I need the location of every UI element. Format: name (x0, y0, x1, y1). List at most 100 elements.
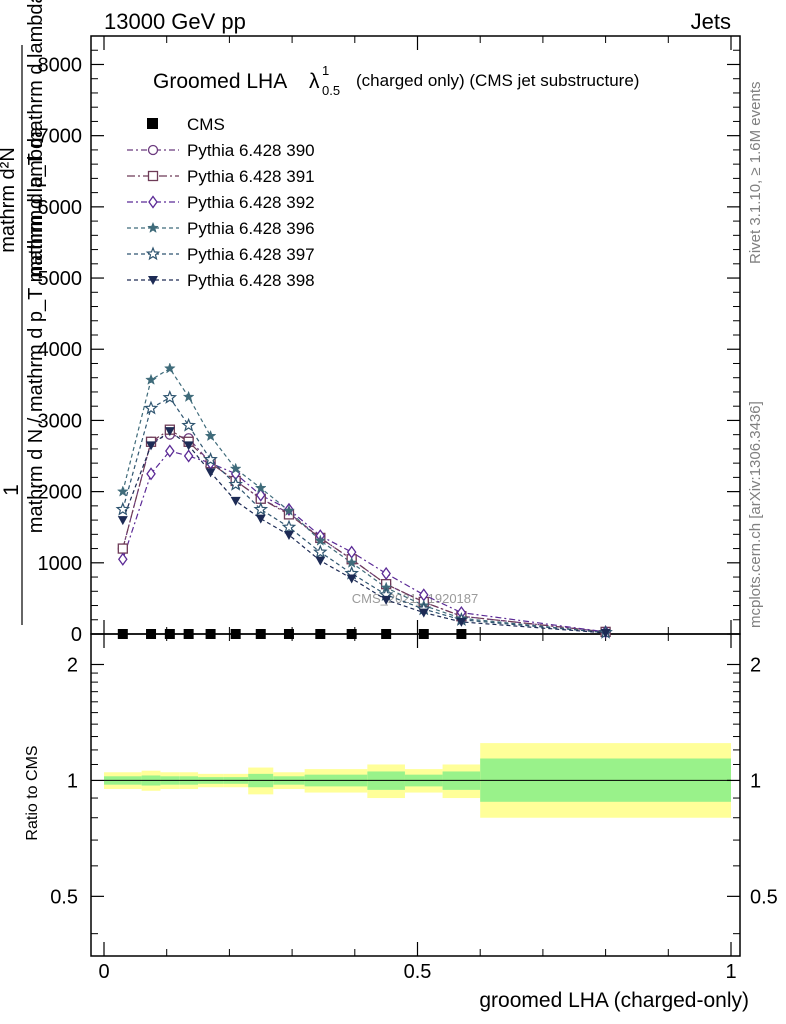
series-6-point (456, 617, 467, 627)
legend-marker (147, 170, 159, 182)
main-y-tick-label: 8000 (38, 54, 83, 76)
legend: CMS Pythia 6.428 390 Pythia 6.428 391 Pyth… (127, 115, 315, 290)
series-4-point (204, 429, 217, 442)
series-4-point (182, 390, 195, 403)
series-6-point (146, 441, 157, 451)
series-6-point (117, 516, 128, 526)
cms-data-point (146, 629, 157, 639)
series-6-point (315, 556, 326, 566)
ratio-y-tick-label-right: 1 (750, 770, 761, 792)
series-3-point (255, 488, 266, 502)
mc-series-markers (115, 362, 613, 639)
series-5-point (253, 501, 269, 516)
cms-data-markers (117, 629, 467, 639)
chart-title-superscript: 1 (322, 63, 329, 78)
main-y-tick-label: 4000 (38, 339, 83, 361)
series-4-point (254, 481, 267, 494)
y-label-numerator: mathrm d²N (0, 147, 19, 253)
mcplots-label: mcplots.cern.ch [arXiv:1306.3436] (747, 401, 764, 628)
cms-data-point (283, 629, 294, 639)
cms-data-point (418, 629, 429, 639)
category-label: Jets (691, 9, 731, 34)
ratio-y-tick-label-right: 2 (750, 654, 761, 676)
y-label-denominator: mathrm d N / mathrm d p_T mathrm d lambd… (25, 126, 47, 533)
series-5-point (162, 389, 178, 404)
x-tick-label: 0 (98, 961, 109, 983)
series-5-point (281, 519, 297, 534)
legend-cms-label: CMS (187, 115, 225, 134)
energy-label: 13000 GeV pp (104, 9, 246, 34)
ratio-y-tick-label: 1 (67, 770, 78, 792)
legend-marker (147, 221, 159, 233)
chart-title-subscript: 0.5 (322, 83, 340, 98)
series-6-point (230, 496, 241, 506)
series-4-point (229, 462, 242, 474)
cms-data-point (164, 629, 175, 639)
series-2-point (117, 543, 128, 554)
y-label-numerator-2: mathrm d p_T mathrm d lambda (25, 0, 47, 278)
series-5-point (115, 501, 131, 516)
cms-data-point (255, 629, 266, 639)
legend-label: Pythia 6.428 396 (187, 219, 315, 238)
series-4-point (145, 373, 157, 385)
main-y-tick-label: 1000 (38, 553, 83, 575)
series-3-point (165, 444, 175, 458)
series-5-point (181, 417, 196, 432)
chart-title-main: Groomed LHA (153, 70, 287, 93)
cms-data-point (183, 629, 194, 639)
series-4-point (163, 362, 176, 374)
series-6-point (283, 531, 294, 541)
x-tick-label: 0.5 (404, 961, 432, 983)
chart-title-lambda: λ (309, 70, 320, 93)
legend-marker (148, 195, 158, 209)
series-6-point (381, 595, 392, 605)
legend-marker (147, 144, 159, 156)
legend-label: Pythia 6.428 397 (187, 245, 315, 264)
series-4-point (314, 534, 327, 546)
series-5-point (228, 476, 243, 491)
series-3-point (146, 467, 156, 481)
cms-data-point (205, 629, 216, 639)
main-y-tick-label: 5000 (38, 268, 83, 290)
cms-data-point (117, 629, 128, 639)
cms-data-point (230, 629, 241, 639)
ratio-y-tick-label-right: 0.5 (750, 886, 778, 908)
series-4-point (345, 556, 358, 568)
series-3-point (118, 552, 128, 566)
main-y-tick-label: 7000 (38, 126, 83, 148)
y-label-one: 1 (0, 484, 23, 496)
cms-data-point (346, 629, 357, 639)
series-6-point (346, 574, 357, 584)
main-y-tick-label: 6000 (38, 197, 83, 219)
main-y-tick-label: 0 (71, 624, 82, 646)
ratio-plot-frame (90, 633, 741, 957)
legend-cms-marker (147, 118, 158, 129)
legend-marker (148, 276, 158, 285)
series-4-point (283, 504, 295, 516)
x-tick-label: 1 (725, 961, 736, 983)
series-5-point (143, 400, 159, 415)
series-6-point (183, 441, 194, 451)
legend-marker (145, 246, 161, 261)
series-5-point (203, 451, 218, 466)
series-line-2 (122, 428, 606, 633)
legend-label: Pythia 6.428 391 (187, 167, 315, 186)
ratio-y-tick-label: 0.5 (50, 886, 78, 908)
ratio-y-axis-label: Ratio to CMS (24, 745, 41, 840)
rivet-label: Rivet 3.1.10, ≥ 1.6M events (747, 82, 764, 265)
ratio-y-tick-label: 2 (67, 654, 78, 676)
series-6-point (164, 427, 175, 437)
main-y-axis-label: 1 mathrm d N / mathrm d p_T mathrm d lam… (0, 0, 47, 625)
series-5-point (313, 544, 328, 559)
cms-data-point (456, 629, 467, 639)
series-6-point (600, 628, 611, 638)
series-6-point (205, 468, 216, 478)
x-axis-label: groomed LHA (charged-only) (479, 989, 749, 1012)
series-4-point (116, 485, 129, 497)
main-y-tick-label: 2000 (38, 482, 83, 504)
chart-title-note: (charged only) (CMS jet substructure) (356, 71, 639, 90)
series-line-4 (122, 367, 606, 634)
legend-label: Pythia 6.428 392 (187, 193, 315, 212)
legend-label: Pythia 6.428 398 (187, 271, 315, 290)
